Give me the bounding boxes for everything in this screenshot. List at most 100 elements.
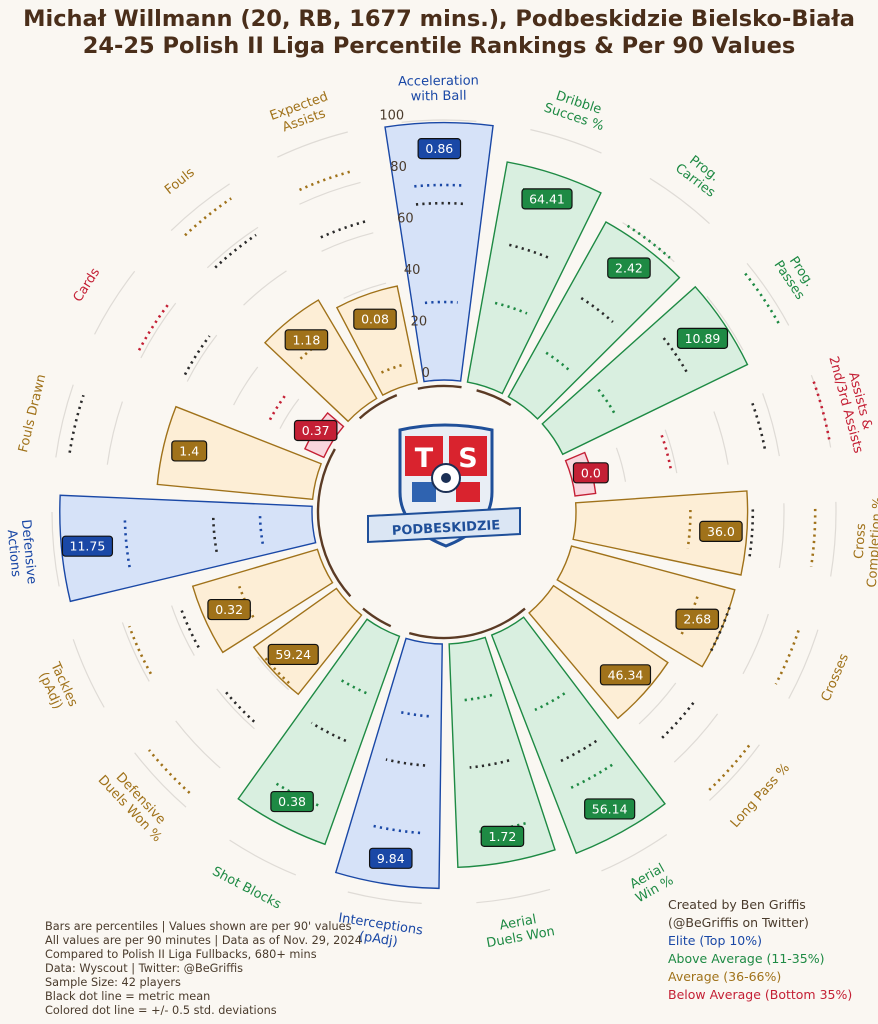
gridline-arc xyxy=(229,839,297,876)
value-box: 11.75 xyxy=(61,535,114,557)
gridline-arc xyxy=(51,511,60,587)
gridline-arc xyxy=(233,366,259,406)
metric-label-line: Cards xyxy=(71,265,104,305)
gridline-arc xyxy=(175,720,221,769)
value-label: 1.18 xyxy=(292,332,320,347)
gridline-arc xyxy=(279,398,300,429)
value-label: 2.42 xyxy=(615,260,643,275)
value-box: 64.41 xyxy=(521,188,573,210)
note-line: Bars are percentiles | Values shown are … xyxy=(45,920,352,933)
value-label: 1.4 xyxy=(179,443,199,458)
gridline-arc xyxy=(243,270,287,306)
value-box: 59.24 xyxy=(267,643,319,666)
gridline-arc xyxy=(170,183,230,231)
value-label: 56.14 xyxy=(592,801,628,816)
slice-aerial-duels-won xyxy=(448,636,556,869)
value-box: 1.18 xyxy=(284,329,329,351)
metric-label: Fouls Drawn xyxy=(16,373,49,454)
gridline-arc xyxy=(134,752,187,808)
crest-letter: T xyxy=(415,443,434,474)
metric-label: Cards xyxy=(71,265,104,305)
slice-crosses xyxy=(556,545,736,668)
sd-low-dot-line xyxy=(462,693,493,702)
value-label: 9.84 xyxy=(377,851,405,866)
value-label: 0.86 xyxy=(425,141,453,156)
note-line: Black dot line = metric mean xyxy=(45,990,211,1003)
value-box: 36.0 xyxy=(699,520,743,542)
mean-dot-line xyxy=(508,243,551,260)
slice-aerial-win- xyxy=(490,616,666,855)
sd-high-dot-line xyxy=(137,303,169,351)
sd-low-dot-line xyxy=(660,434,673,471)
gridline-arc xyxy=(216,688,255,730)
sd-high-dot-line xyxy=(184,197,232,237)
gridline-arc xyxy=(810,375,832,448)
mean-dot-line xyxy=(310,721,347,743)
metric-label-line: Defensive xyxy=(18,519,39,585)
note-line: All values are per 90 minutes | Data as … xyxy=(45,934,362,947)
metric-label: Prog.Carries xyxy=(672,153,722,201)
metric-label-line: Aerial xyxy=(498,912,537,933)
sd-low-dot-line xyxy=(396,710,429,718)
value-box: 2.68 xyxy=(675,608,720,630)
metric-label-line: (pAdj) xyxy=(358,929,399,950)
slice-tackles-padj- xyxy=(191,548,334,654)
slice-defensive-duels-won- xyxy=(252,587,363,696)
chart-title-line2: 24-25 Polish II Liga Percentile Rankings… xyxy=(82,33,796,59)
value-box: 9.84 xyxy=(368,847,413,869)
mean-dot-line xyxy=(469,759,510,769)
sd-low-dot-line xyxy=(545,351,571,372)
sd-high-dot-line xyxy=(809,508,817,567)
slice-acceleration-with-ball xyxy=(384,121,494,383)
gridline-arc xyxy=(140,302,177,359)
sd-low-dot-line xyxy=(597,388,617,416)
mean-dot-line xyxy=(415,201,465,206)
metric-label-line: Cross xyxy=(852,523,869,560)
value-label: 10.89 xyxy=(685,331,721,346)
sd-high-dot-line xyxy=(744,272,780,324)
mean-dot-line xyxy=(748,509,755,558)
gridline-arc xyxy=(530,129,602,154)
sd-low-dot-line xyxy=(380,363,405,374)
gridline-arc xyxy=(788,629,819,699)
sd-high-dot-line xyxy=(148,749,191,794)
inner-ring-arc xyxy=(417,384,462,390)
gridline-arc xyxy=(830,501,837,577)
gridline-arc xyxy=(186,334,218,382)
sd-low-dot-line xyxy=(338,677,367,695)
inner-ring-arc xyxy=(362,607,392,628)
value-box: 0.08 xyxy=(353,308,397,330)
value-label: 11.75 xyxy=(70,539,106,554)
sd-low-dot-line xyxy=(424,300,458,305)
gridline-arc xyxy=(299,181,361,205)
inner-ring-arc xyxy=(476,389,512,407)
value-label: 0.0 xyxy=(581,465,601,480)
value-label: 0.08 xyxy=(361,312,389,327)
gridline-arc xyxy=(171,605,195,656)
sd-low-dot-line xyxy=(238,585,255,618)
gridline-arc xyxy=(94,270,136,335)
value-label: 46.34 xyxy=(608,667,644,682)
mean-dot-line xyxy=(214,233,257,269)
gridline-arc xyxy=(401,119,477,123)
metric-label-line: Acceleration xyxy=(398,74,479,90)
legend-above-average: Above Average (11-35%) xyxy=(668,951,825,966)
gridline-arc xyxy=(706,295,744,351)
mean-dot-line xyxy=(558,739,598,764)
inner-ring-arc xyxy=(316,448,352,598)
gridline-arc xyxy=(762,393,780,457)
crest-banner-text: PODBESKIDZIE xyxy=(392,518,501,539)
value-box: 10.89 xyxy=(676,327,729,349)
gridline-arc xyxy=(121,622,150,682)
slice-shot-blocks xyxy=(237,618,401,846)
gridline-arc xyxy=(673,713,719,763)
legend-below-average: Below Average (Bottom 35%) xyxy=(668,987,853,1002)
radial-tick-label: 40 xyxy=(404,263,421,278)
crest-letter: S xyxy=(458,443,477,474)
slice-interceptions-padj- xyxy=(334,637,443,890)
sd-low-dot-line xyxy=(686,509,692,549)
